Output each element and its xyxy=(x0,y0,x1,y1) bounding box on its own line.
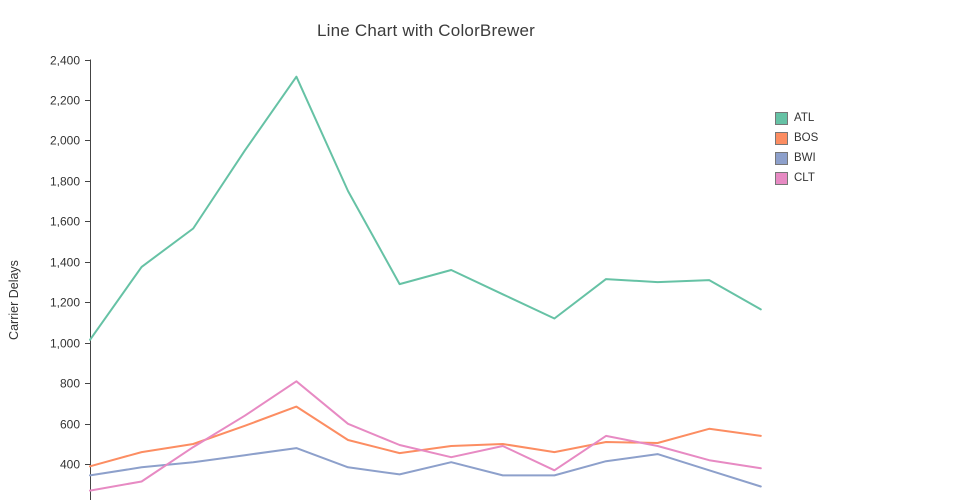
y-tick-label: 1,600 xyxy=(50,215,80,229)
y-tick-label: 1,400 xyxy=(50,256,80,270)
y-tick-label: 1,200 xyxy=(50,296,80,310)
y-tick-label: 2,200 xyxy=(50,94,80,108)
y-tick-label: 2,400 xyxy=(50,54,80,68)
legend-label: ATL xyxy=(794,112,815,124)
y-tick-label: 400 xyxy=(60,458,80,472)
y-tick-label: 1,000 xyxy=(50,337,80,351)
legend-item-bos: BOS xyxy=(775,128,818,148)
y-tick-label: 800 xyxy=(60,377,80,391)
legend-label: BOS xyxy=(794,132,819,144)
line-bwi xyxy=(89,447,762,488)
legend-item-atl: ATL xyxy=(775,108,818,128)
line-bos xyxy=(89,405,762,468)
legend-swatch-atl-icon xyxy=(775,111,788,125)
legend-label: BWI xyxy=(794,152,816,164)
y-tick-label: 2,000 xyxy=(50,134,80,148)
line-clt xyxy=(89,380,762,492)
chart-title: Line Chart with ColorBrewer xyxy=(317,21,535,40)
legend-label: CLT xyxy=(794,172,815,184)
legend-swatch-clt-icon xyxy=(775,171,788,185)
legend-swatch-bos-icon xyxy=(775,131,788,145)
y-axis-title: Carrier Delays xyxy=(7,260,21,340)
legend-swatch-bwi-icon xyxy=(775,151,788,165)
line-atl xyxy=(89,75,762,341)
y-tick-label: 600 xyxy=(60,418,80,432)
legend-item-bwi: BWI xyxy=(775,148,818,168)
legend: ATL BOS BWI CLT xyxy=(775,108,818,188)
legend-item-clt: CLT xyxy=(775,168,818,188)
y-tick-label: 1,800 xyxy=(50,175,80,189)
